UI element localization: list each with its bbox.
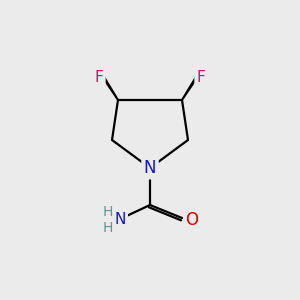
Text: H: H [103, 205, 113, 219]
Text: F: F [196, 70, 206, 85]
Polygon shape [98, 70, 118, 101]
Text: N: N [144, 159, 156, 177]
Polygon shape [182, 70, 202, 101]
Text: N: N [114, 212, 126, 227]
Text: H: H [103, 221, 113, 235]
Text: F: F [94, 70, 103, 85]
Text: O: O [185, 211, 199, 229]
